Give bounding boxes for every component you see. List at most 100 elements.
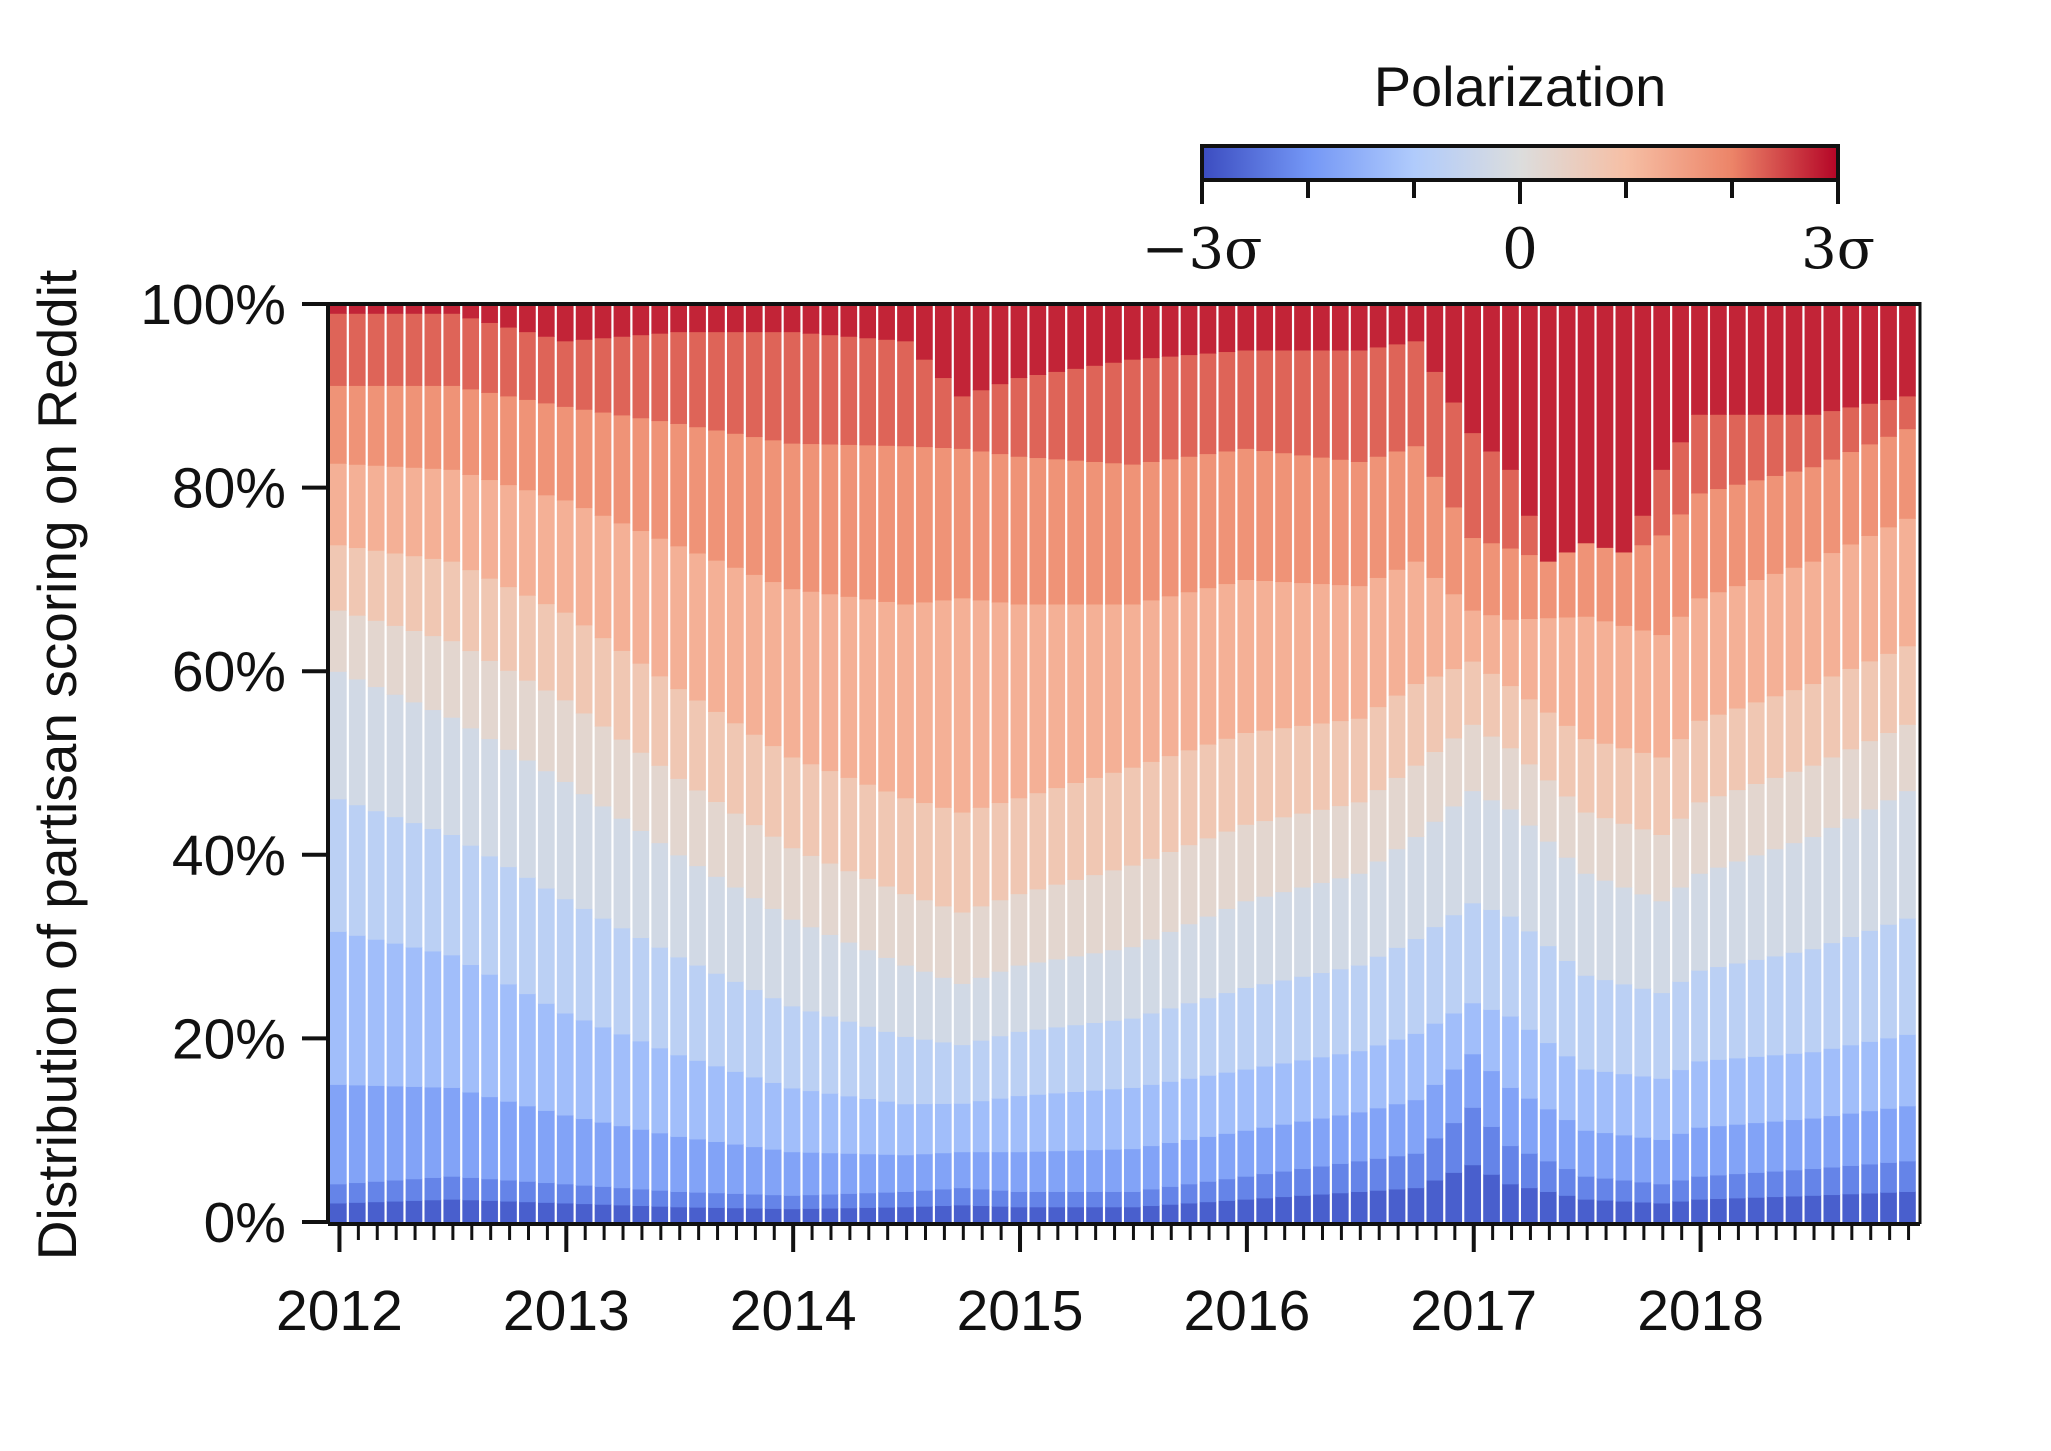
bar-segment [613,336,631,416]
bar-segment [1105,1020,1122,1090]
bar-segment [1313,809,1330,883]
bar-segment [1653,304,1671,470]
bar-segment [1861,1192,1878,1223]
bar-segment [1728,860,1746,964]
bar-segment [1445,401,1463,508]
bar-segment [1899,428,1916,519]
bar-segment [537,1110,555,1184]
bar-segment [1199,997,1217,1076]
bar-segment [1029,961,1047,1030]
bar-segment [1426,371,1444,477]
bar-segment [519,680,536,761]
bar-segment [1785,1195,1803,1223]
bar-segment [519,304,536,333]
bar-segment [424,313,442,386]
bar-segment [386,1200,404,1223]
bar-segment [481,855,498,975]
bar-segment [1010,1206,1028,1223]
bar-segment [689,789,706,867]
bar-segment [1029,603,1047,794]
bar-segment [1350,964,1368,1052]
bar-segment [1596,1178,1614,1201]
bar-segment [1502,808,1519,917]
bar-segment [802,763,820,856]
bar-segment [1161,356,1179,460]
bar-segment [500,304,517,328]
stacked-bars [330,304,1916,1223]
bar-segment [1483,614,1500,674]
bar-segment [651,842,669,948]
bar-segment [481,578,498,661]
bar-segment [1275,816,1292,893]
bar-segment [916,971,933,1040]
bar-segment [500,866,517,985]
bar-segment [1766,573,1784,697]
bar-segment [1596,547,1614,622]
bar-segment [1086,304,1103,366]
bar-segment [405,313,423,386]
bar-segment [1256,304,1274,351]
bar-segment [972,1205,990,1223]
bar-segment [1010,1151,1028,1192]
bar-segment [1747,701,1765,784]
bar-segment [1445,304,1463,403]
bar-segment [1180,456,1198,593]
bar-segment [500,670,517,750]
bar-segment [1823,675,1841,758]
bar-segment [1067,460,1084,605]
bar-segment [386,466,404,554]
bar-segment [1218,450,1236,585]
y-tick-label: 80% [172,457,286,521]
bar-segment [424,635,442,711]
bar-segment [1426,1179,1444,1223]
bar-segment [1388,695,1406,778]
bar-segment [1747,479,1765,580]
bar-segment [1539,617,1557,713]
bar-segment [1502,1145,1519,1185]
bar-segment [1294,886,1311,977]
bar-segment [556,1012,574,1116]
bar-segment [1161,304,1179,357]
bar-segment [1218,1200,1236,1223]
bar-segment [1105,869,1122,951]
bar-segment [424,304,442,314]
bar-segment [651,420,669,539]
bar-segment [1728,789,1746,862]
bar-segment [745,1193,763,1209]
bar-segment [443,954,461,1088]
bar-segment [859,1098,877,1155]
bar-segment [1615,625,1633,749]
bar-segment [859,337,877,446]
bar-segment [1596,1132,1614,1179]
bar-segment [556,340,574,407]
bar-segment [764,1149,782,1196]
bar-segment [1294,1195,1311,1223]
bar-segment [330,463,347,546]
bar-segment [727,1193,744,1209]
x-tick-label: 2017 [1410,1279,1537,1343]
bar-segment [953,1044,971,1104]
bar-segment [1142,1012,1160,1085]
bar-segment [386,694,404,818]
bar-segment [1105,603,1122,773]
bar-segment [1691,720,1708,803]
bar-segment [1691,970,1708,1062]
bar-segment [708,876,725,974]
bar-segment [330,610,347,672]
bar-segment [537,887,555,1004]
bar-segment [386,313,404,386]
bar-segment [1596,1071,1614,1134]
bar-segment [689,304,706,333]
bar-segment [1899,395,1916,430]
bar-segment [1766,1121,1784,1172]
bar-segment [878,1207,895,1223]
bar-segment [991,383,1009,455]
bar-segment [1672,981,1689,1071]
bar-segment [916,802,933,901]
bar-segment [462,474,480,571]
bar-segment [1710,795,1727,868]
bar-segment [613,522,631,651]
bar-segment [594,411,612,516]
bar-segment [802,1208,820,1223]
bar-segment [1464,902,1481,1004]
